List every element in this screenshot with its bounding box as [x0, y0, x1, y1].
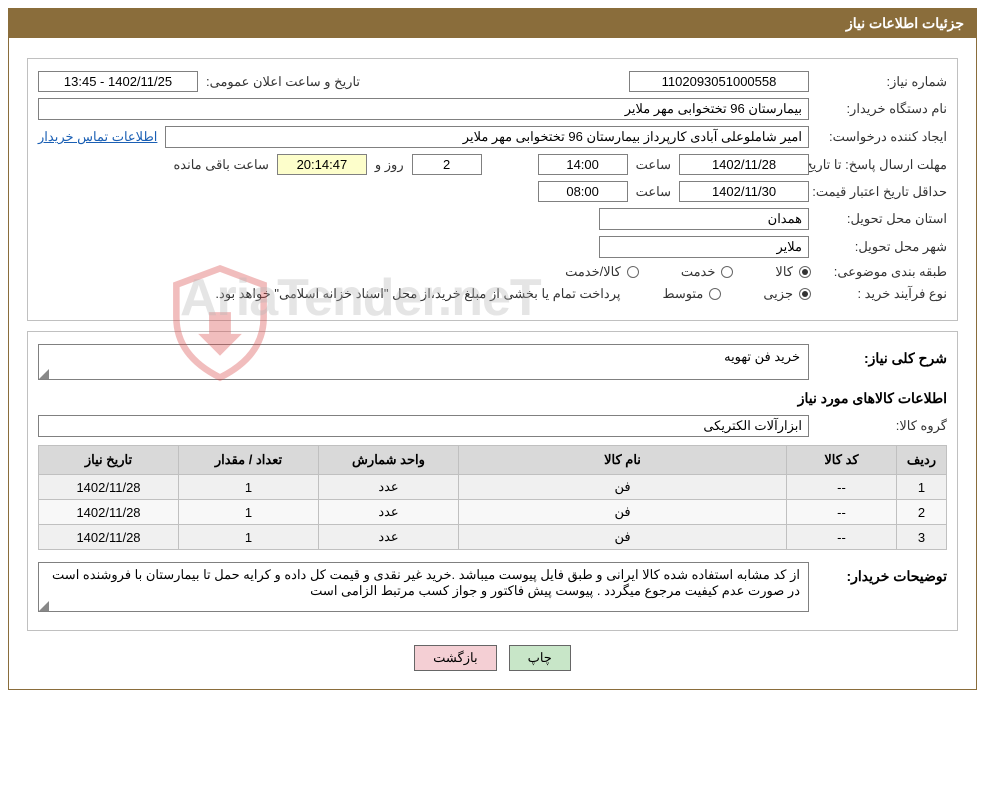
need-number-label: شماره نیاز:: [817, 74, 947, 90]
row-buyer-org: نام دستگاه خریدار: بیمارستان 96 تختخوابی…: [38, 98, 947, 120]
group-label: گروه کالا:: [817, 418, 947, 434]
row-description: شرح کلی نیاز: خرید فن تهویه: [38, 344, 947, 380]
description-value: خرید فن تهویه: [724, 349, 800, 364]
group-value: ابزارآلات الکتریکی: [38, 415, 809, 437]
description-text: خرید فن تهویه: [38, 344, 809, 380]
table-cell: فن: [459, 500, 787, 525]
deadline-time: 14:00: [538, 154, 628, 175]
requester-label: ایجاد کننده درخواست:: [817, 129, 947, 145]
countdown: 20:14:47: [277, 154, 367, 175]
th-row-num: ردیف: [897, 446, 947, 475]
category-label: طبقه بندی موضوعی:: [817, 264, 947, 280]
radio-service[interactable]: [721, 266, 733, 278]
table-cell: 1: [179, 525, 319, 550]
row-province: استان محل تحویل: همدان: [38, 208, 947, 230]
row-group: گروه کالا: ابزارآلات الکتریکی: [38, 415, 947, 437]
table-row: 3--فنعدد11402/11/28: [39, 525, 947, 550]
remaining-label: ساعت باقی مانده: [173, 157, 268, 173]
pt-medium-label: متوسط: [662, 286, 703, 302]
deadline-label: مهلت ارسال پاسخ: تا تاریخ:: [817, 157, 947, 173]
outer-frame: جزئیات اطلاعات نیاز شماره نیاز: 11020930…: [8, 8, 977, 690]
radio-partial[interactable]: [799, 288, 811, 300]
description-label: شرح کلی نیاز:: [817, 350, 947, 367]
button-row: چاپ بازگشت: [9, 645, 976, 671]
row-city: شهر محل تحویل: ملایر: [38, 236, 947, 258]
th-item-name: نام کالا: [459, 446, 787, 475]
table-cell: 1: [179, 500, 319, 525]
th-qty: تعداد / مقدار: [179, 446, 319, 475]
buyer-org-value: بیمارستان 96 تختخوابی مهر ملایر: [38, 98, 809, 120]
city-value: ملایر: [599, 236, 809, 258]
table-row: 2--فنعدد11402/11/28: [39, 500, 947, 525]
items-section-title: اطلاعات کالاهای مورد نیاز: [38, 390, 947, 407]
buyer-notes-text: از کد مشابه استفاده شده کالا ایرانی و طب…: [38, 562, 809, 612]
table-cell: 1: [179, 475, 319, 500]
row-purchase-type: نوع فرآیند خرید : جزیی متوسط پرداخت تمام…: [38, 286, 947, 302]
deadline-date: 1402/11/28: [679, 154, 809, 175]
panel-title: جزئیات اطلاعات نیاز: [846, 15, 964, 31]
validity-time: 08:00: [538, 181, 628, 202]
table-cell: فن: [459, 525, 787, 550]
resize-handle-icon[interactable]: [39, 369, 49, 379]
cat-goods-label: کالا: [775, 264, 793, 280]
items-table: ردیف کد کالا نام کالا واحد شمارش تعداد /…: [38, 445, 947, 550]
table-cell: 3: [897, 525, 947, 550]
validity-time-label: ساعت: [636, 184, 671, 200]
province-label: استان محل تحویل:: [817, 211, 947, 227]
row-category: طبقه بندی موضوعی: کالا خدمت کالا/خدمت: [38, 264, 947, 280]
city-label: شهر محل تحویل:: [817, 239, 947, 255]
resize-handle-icon[interactable]: [39, 601, 49, 611]
print-button[interactable]: چاپ: [509, 645, 571, 671]
radio-goods[interactable]: [799, 266, 811, 278]
table-cell: 1: [897, 475, 947, 500]
table-cell: 1402/11/28: [39, 475, 179, 500]
panel-header: جزئیات اطلاعات نیاز: [9, 9, 976, 38]
row-need-number: شماره نیاز: 1102093051000558 تاریخ و ساع…: [38, 71, 947, 92]
table-cell: 1402/11/28: [39, 525, 179, 550]
buyer-notes-label: توضیحات خریدار:: [817, 568, 947, 585]
table-cell: 2: [897, 500, 947, 525]
items-panel: شرح کلی نیاز: خرید فن تهویه اطلاعات کالا…: [27, 331, 958, 631]
validity-date: 1402/11/30: [679, 181, 809, 202]
table-cell: --: [787, 500, 897, 525]
cat-service-label: خدمت: [681, 264, 716, 280]
items-table-body: 1--فنعدد11402/11/282--فنعدد11402/11/283-…: [39, 475, 947, 550]
cat-goods-service-label: کالا/خدمت: [565, 264, 621, 280]
deadline-time-label: ساعت: [636, 157, 671, 173]
table-row: 1--فنعدد11402/11/28: [39, 475, 947, 500]
table-cell: --: [787, 475, 897, 500]
validity-label: حداقل تاریخ اعتبار قیمت: تا تاریخ:: [817, 184, 947, 200]
need-number-value: 1102093051000558: [629, 71, 809, 92]
buyer-notes-value: از کد مشابه استفاده شده کالا ایرانی و طب…: [52, 567, 800, 598]
row-validity: حداقل تاریخ اعتبار قیمت: تا تاریخ: 1402/…: [38, 181, 947, 202]
buyer-contact-link[interactable]: اطلاعات تماس خریدار: [38, 129, 157, 145]
table-cell: فن: [459, 475, 787, 500]
table-cell: 1402/11/28: [39, 500, 179, 525]
back-button[interactable]: بازگشت: [414, 645, 496, 671]
th-unit: واحد شمارش: [319, 446, 459, 475]
table-cell: --: [787, 525, 897, 550]
table-cell: عدد: [319, 500, 459, 525]
radio-medium[interactable]: [709, 288, 721, 300]
purchase-type-label: نوع فرآیند خرید :: [817, 286, 947, 302]
table-cell: عدد: [319, 525, 459, 550]
details-panel: شماره نیاز: 1102093051000558 تاریخ و ساع…: [27, 58, 958, 321]
pt-partial-label: جزیی: [763, 286, 793, 302]
province-value: همدان: [599, 208, 809, 230]
row-buyer-notes: توضیحات خریدار: از کد مشابه استفاده شده …: [38, 562, 947, 612]
requester-value: امیر شاملوعلی آبادی کارپرداز بیمارستان 9…: [165, 126, 809, 148]
days-and-label: روز و: [375, 157, 404, 173]
items-table-head: ردیف کد کالا نام کالا واحد شمارش تعداد /…: [39, 446, 947, 475]
row-deadline: مهلت ارسال پاسخ: تا تاریخ: 1402/11/28 سا…: [38, 154, 947, 175]
announce-label: تاریخ و ساعت اعلان عمومی:: [206, 74, 360, 90]
announce-value: 1402/11/25 - 13:45: [38, 71, 198, 92]
days-remaining: 2: [412, 154, 482, 175]
buyer-org-label: نام دستگاه خریدار:: [817, 101, 947, 117]
th-need-date: تاریخ نیاز: [39, 446, 179, 475]
radio-goods-service[interactable]: [627, 266, 639, 278]
row-requester: ایجاد کننده درخواست: امیر شاملوعلی آبادی…: [38, 126, 947, 148]
purchase-note: پرداخت تمام یا بخشی از مبلغ خرید،از محل …: [215, 286, 620, 302]
th-item-code: کد کالا: [787, 446, 897, 475]
table-cell: عدد: [319, 475, 459, 500]
